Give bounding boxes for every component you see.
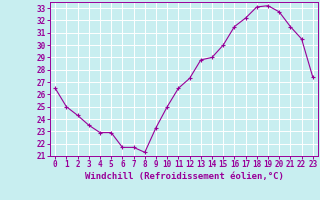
X-axis label: Windchill (Refroidissement éolien,°C): Windchill (Refroidissement éolien,°C) bbox=[84, 172, 284, 181]
